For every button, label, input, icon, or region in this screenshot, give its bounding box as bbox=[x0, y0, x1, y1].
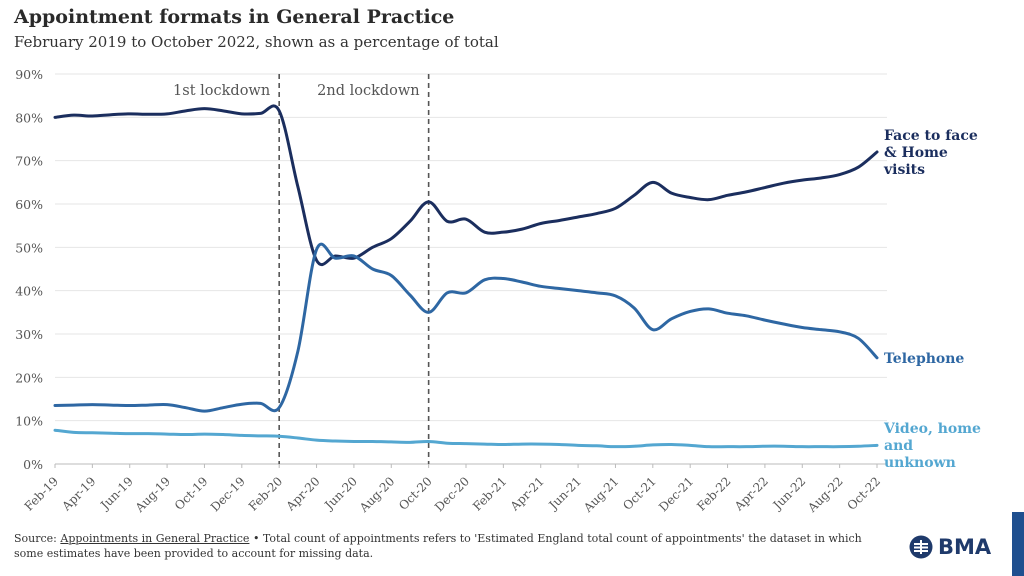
y-tick-label: 80% bbox=[15, 110, 43, 125]
series-label: Face to face & Home visits bbox=[883, 128, 978, 178]
x-tick-label: Apr-22 bbox=[731, 474, 771, 514]
y-tick-label: 0% bbox=[23, 457, 43, 472]
series-label-line: Face to face bbox=[884, 128, 978, 144]
y-tick-label: 20% bbox=[15, 370, 43, 385]
chart-title: Appointment formats in General Practice bbox=[14, 6, 455, 28]
y-tick-label: 70% bbox=[15, 154, 43, 169]
series-label: Telephone bbox=[884, 351, 964, 367]
x-tick-label: Apr-19 bbox=[59, 474, 99, 514]
x-tick-label: Apr-20 bbox=[283, 474, 323, 514]
x-tick-label: Dec-21 bbox=[656, 474, 696, 514]
series-label-line: unknown bbox=[884, 455, 956, 471]
x-tick-label: Feb-21 bbox=[470, 474, 509, 513]
series-label-line: and bbox=[884, 438, 913, 454]
x-tick-label: Jun-22 bbox=[769, 474, 808, 513]
y-axis-labels: 0% 10% 20% 30% 40% 50% 60% 70% 80% 90% bbox=[15, 67, 43, 472]
y-tick-label: 60% bbox=[15, 197, 43, 212]
lockdown-label: 1st lockdown bbox=[173, 83, 270, 99]
y-tick-label: 50% bbox=[15, 240, 43, 255]
x-tick-label: Jun-19 bbox=[97, 474, 136, 513]
y-tick-label: 90% bbox=[15, 67, 43, 82]
series-label-line: Video, home bbox=[883, 421, 981, 437]
x-tick-label: Oct-21 bbox=[620, 474, 659, 513]
source-note: Source: Appointments in General Practice… bbox=[14, 531, 894, 561]
series-lines bbox=[53, 104, 879, 449]
x-tick-label: Apr-21 bbox=[507, 474, 547, 514]
x-tick-label: Oct-19 bbox=[172, 474, 211, 513]
bma-logo: BMA bbox=[908, 534, 991, 560]
x-tick-label: Jun-21 bbox=[545, 474, 584, 513]
y-tick-label: 10% bbox=[15, 414, 43, 429]
brand-edge-bar bbox=[1012, 512, 1024, 576]
series-labels: Face to face & Home visits Telephone Video, … bbox=[883, 128, 981, 471]
x-tick-label: Aug-21 bbox=[580, 474, 621, 515]
lockdown-markers: 1st lockdown 2nd lockdown bbox=[173, 74, 430, 464]
x-tick-label: Feb-22 bbox=[694, 474, 733, 513]
x-tick-label: Dec-19 bbox=[208, 474, 248, 514]
grid-layer bbox=[55, 73, 887, 465]
lockdown-label: 2nd lockdown bbox=[317, 83, 420, 99]
x-tick-label: Aug-19 bbox=[132, 474, 173, 515]
x-tick-label: Aug-20 bbox=[356, 474, 397, 515]
y-tick-label: 30% bbox=[15, 327, 43, 342]
x-tick-label: Oct-20 bbox=[396, 474, 435, 513]
x-tick-label: Dec-20 bbox=[432, 474, 472, 514]
series-label-line: & Home bbox=[884, 145, 948, 161]
bma-logo-text: BMA bbox=[938, 535, 992, 559]
series-label: Video, home and unknown bbox=[883, 421, 981, 471]
x-tick-label: Feb-19 bbox=[22, 474, 61, 513]
x-tick-label: Oct-22 bbox=[844, 474, 883, 513]
series-line-face-to-face bbox=[53, 104, 879, 267]
bma-emblem-icon bbox=[909, 535, 933, 559]
x-tick-label: Feb-20 bbox=[246, 474, 285, 513]
x-tick-label: Aug-22 bbox=[804, 474, 845, 515]
y-tick-label: 40% bbox=[15, 284, 43, 299]
series-label-line: visits bbox=[883, 162, 925, 178]
series-label-line: Telephone bbox=[884, 351, 964, 367]
source-description: • Total count of appointments refers to … bbox=[14, 532, 862, 560]
series-line-video bbox=[53, 428, 879, 449]
source-link[interactable]: Appointments in General Practice bbox=[60, 532, 250, 545]
series-line-telephone bbox=[53, 242, 879, 413]
source-prefix: Source: bbox=[14, 532, 61, 545]
chart-subtitle: February 2019 to October 2022, shown as … bbox=[14, 33, 499, 51]
x-tick-label: Jun-20 bbox=[321, 474, 360, 513]
